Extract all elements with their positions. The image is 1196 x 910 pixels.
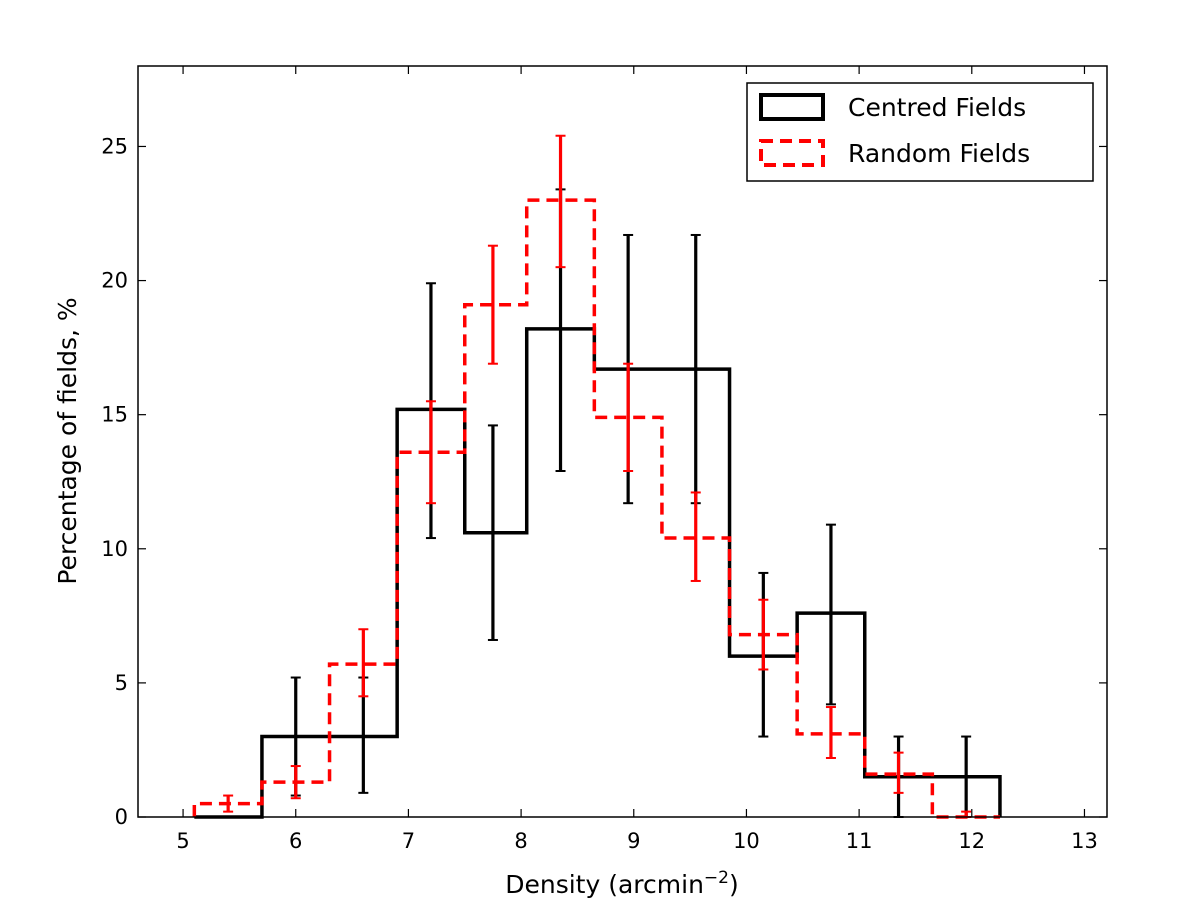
chart-marks <box>192 134 1002 819</box>
y-axis: 0 5 10 15 20 25 <box>101 134 1107 829</box>
x-tick-label: 11 <box>846 829 873 853</box>
error-bar-random <box>893 751 904 794</box>
y-axis-title: Percentage of fields, % <box>53 297 82 584</box>
y-tick-label: 15 <box>101 403 128 427</box>
x-tick-label: 9 <box>627 829 640 853</box>
error-bar-random <box>623 362 634 473</box>
x-tick-label: 13 <box>1071 829 1098 853</box>
legend: Centred Fields Random Fields <box>746 82 1094 182</box>
y-tick-label: 25 <box>101 134 128 158</box>
plot-area-background <box>138 66 1107 817</box>
x-tick-label: 6 <box>289 829 302 853</box>
error-bar-random <box>487 244 498 365</box>
error-bar-random <box>555 134 566 269</box>
y-tick-label: 10 <box>101 537 128 561</box>
error-bar-random <box>825 706 836 759</box>
error-bar-random <box>223 794 234 813</box>
legend-label-centred: Centred Fields <box>848 93 1026 122</box>
x-tick-label: 5 <box>176 829 189 853</box>
x-tick-label: 12 <box>958 829 985 853</box>
x-axis-title-superscript: −2 <box>704 868 729 888</box>
error-bar-random <box>758 598 769 671</box>
legend-swatch-random <box>759 139 825 167</box>
error-bar-random <box>290 765 301 800</box>
error-bar-centred <box>825 523 836 706</box>
error-bar-random <box>690 491 701 582</box>
x-axis-title: Density (arcmin−2) <box>505 868 739 899</box>
y-tick-label: 5 <box>115 671 128 695</box>
series-random <box>192 134 1000 819</box>
legend-swatch-centred <box>759 93 825 121</box>
x-tick-label: 8 <box>514 829 527 853</box>
plot-frame <box>137 65 1108 818</box>
histogram-outline-random <box>192 198 1000 819</box>
legend-label-random: Random Fields <box>848 139 1030 168</box>
error-bar-random <box>358 628 369 698</box>
y-tick-label: 20 <box>101 269 128 293</box>
y-tick-label: 0 <box>115 805 128 829</box>
error-bar-random <box>425 400 436 505</box>
error-bar-centred <box>487 424 498 641</box>
x-tick-label: 7 <box>402 829 415 853</box>
x-tick-label: 10 <box>733 829 760 853</box>
x-axis: 5 6 7 8 9 10 11 12 13 <box>176 66 1098 853</box>
